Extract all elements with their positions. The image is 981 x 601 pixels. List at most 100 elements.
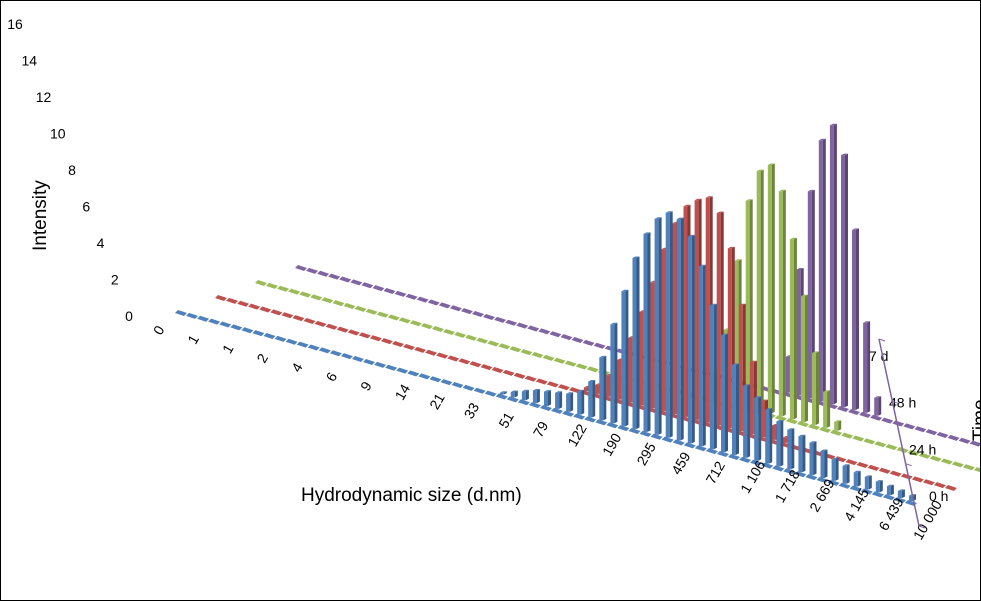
bar-base — [936, 431, 949, 438]
bar-top — [632, 256, 640, 258]
bar-top — [621, 289, 629, 292]
y-tick-label: 2 — [111, 272, 119, 288]
x-tick-label: 2 — [253, 351, 271, 366]
bar — [785, 356, 790, 393]
bar-side — [691, 234, 695, 444]
bar — [632, 258, 637, 429]
bar-top — [798, 434, 806, 437]
bar — [617, 360, 622, 400]
bar-base — [951, 461, 964, 468]
bar-base — [513, 372, 526, 379]
bar-top — [841, 153, 848, 156]
bar-base — [380, 338, 393, 345]
bar-side — [845, 153, 848, 408]
bar-base — [336, 326, 349, 333]
bar-top — [687, 234, 695, 237]
bar-base — [487, 340, 500, 347]
bar-base — [215, 295, 227, 301]
bar — [841, 155, 845, 408]
bar — [599, 357, 604, 421]
bar-top — [809, 441, 817, 443]
time-axis-line — [878, 338, 920, 527]
bar-top — [767, 163, 775, 165]
bar — [694, 200, 699, 420]
bar — [628, 337, 633, 403]
bar-base — [307, 344, 320, 351]
bar — [716, 213, 721, 426]
bar-base — [882, 494, 895, 501]
time-tick-label: 48 h — [889, 395, 916, 411]
bar-top — [761, 399, 768, 402]
bar-base — [347, 329, 360, 336]
bar-top — [643, 232, 651, 234]
bar-top — [654, 217, 662, 219]
bar-side — [669, 211, 673, 438]
bar-base — [772, 465, 785, 472]
bar-base — [856, 461, 869, 468]
bar-top — [765, 408, 773, 410]
bar-base — [535, 378, 548, 385]
bar — [665, 212, 670, 438]
bar-top — [698, 264, 706, 267]
bar-side — [514, 390, 518, 398]
bar-side — [856, 228, 859, 410]
bar-side — [525, 389, 529, 401]
bar-base — [860, 488, 873, 495]
bar-top — [853, 470, 861, 473]
bar-base — [520, 349, 533, 356]
bar-side — [536, 389, 540, 404]
bar-base — [407, 370, 420, 377]
bar — [772, 425, 776, 440]
bar-base — [454, 331, 467, 338]
bar-base — [564, 360, 577, 367]
bar-base — [661, 436, 674, 443]
bar — [643, 233, 648, 432]
bar — [776, 421, 781, 467]
bar — [829, 125, 834, 405]
bar-base — [505, 319, 518, 326]
bar-base — [546, 381, 559, 388]
bar-base — [878, 467, 891, 474]
bar-side — [570, 392, 574, 412]
bar-base — [827, 479, 840, 486]
bar-base — [527, 325, 540, 332]
bar — [765, 409, 770, 464]
bar-base — [394, 290, 407, 297]
bar-side — [548, 390, 551, 406]
bar — [807, 191, 812, 399]
bar — [672, 223, 677, 414]
bar-base — [361, 282, 374, 289]
bar-base — [369, 335, 382, 342]
bar — [610, 324, 615, 424]
bar-base — [836, 406, 849, 413]
time-tick-label: 7 d — [869, 348, 888, 364]
time-axis-title: Time — [970, 399, 980, 441]
bar-base — [560, 334, 573, 341]
bar — [639, 311, 644, 406]
bar-side — [625, 289, 629, 427]
bar — [756, 171, 761, 411]
bar-base — [794, 471, 807, 478]
bar-side — [760, 169, 764, 411]
bar-base — [219, 321, 232, 328]
bar — [595, 384, 600, 394]
y-tick-label: 4 — [97, 235, 105, 251]
bar-base — [867, 464, 880, 471]
bar-base — [484, 390, 497, 397]
bar-side — [749, 199, 753, 408]
bar-base — [805, 474, 818, 481]
bar-side — [813, 441, 817, 476]
bar-base — [893, 497, 906, 504]
bar-base — [728, 453, 741, 460]
bar-side — [658, 217, 662, 435]
x-tick-label: 2 669 — [806, 476, 837, 515]
bar-base — [549, 331, 562, 338]
bar-base — [575, 363, 588, 370]
bar-base — [628, 428, 641, 435]
bar-side — [702, 264, 706, 447]
bar-base — [540, 405, 552, 411]
bar-base — [350, 279, 363, 286]
bar-base — [263, 333, 276, 340]
bar-base — [617, 425, 630, 432]
